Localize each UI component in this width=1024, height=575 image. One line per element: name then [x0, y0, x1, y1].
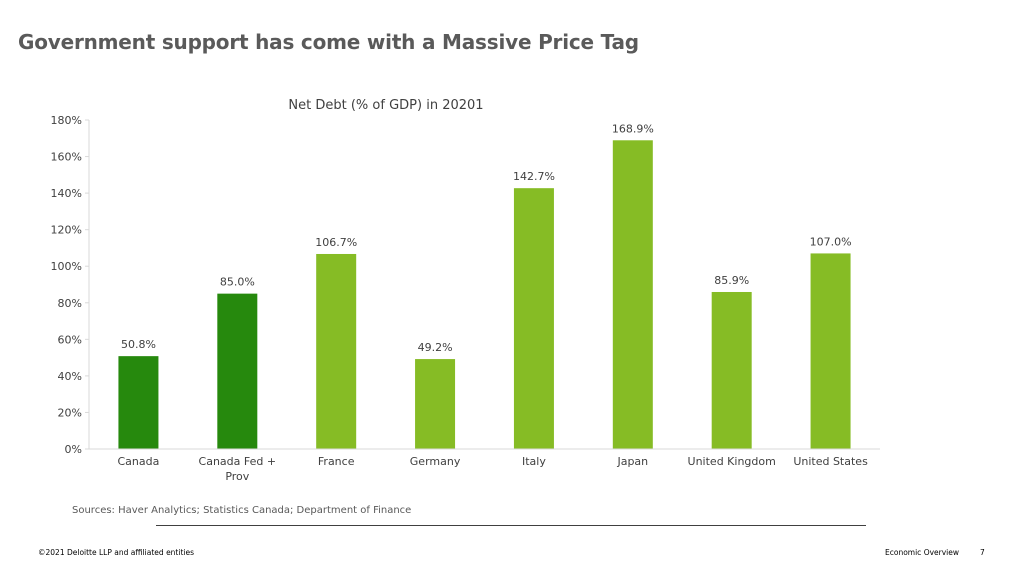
bar-united-kingdom [711, 291, 752, 449]
x-tick-label: Canada Fed + Prov [199, 455, 277, 483]
y-tick-label: 140% [51, 187, 82, 200]
x-tick-label: France [318, 455, 355, 468]
y-axis: 0% 20% 40% 60% 80% 100% 120% 140% 160% 180% [51, 114, 90, 456]
x-tick-label: Canada [118, 455, 160, 468]
data-label: 50.8% [121, 338, 156, 351]
y-tick-label: 160% [51, 151, 82, 164]
y-tick-label: 80% [58, 297, 82, 310]
bar-united-states [810, 253, 851, 449]
y-tick-label: 20% [58, 406, 82, 419]
chart-title: Net Debt (% of GDP) in 20201 [288, 98, 483, 113]
data-label: 49.2% [418, 341, 453, 354]
page-number: 7 [980, 548, 985, 557]
sources-note: Sources: Haver Analytics; Statistics Can… [72, 505, 412, 516]
data-label: 168.9% [612, 122, 654, 135]
y-tick-label: 120% [51, 224, 82, 237]
bar-france [316, 253, 357, 449]
x-tick-label: Japan [616, 455, 648, 468]
y-tick-label: 100% [51, 260, 82, 273]
data-label: 142.7% [513, 170, 555, 183]
footer-divider [156, 525, 866, 526]
bar-canada-fed-prov [217, 293, 258, 449]
bar-italy [513, 188, 554, 449]
x-tick-label: Italy [522, 455, 546, 468]
section-label: Economic Overview [885, 548, 960, 557]
x-tick-label: United States [793, 455, 868, 468]
net-debt-bar-chart: Net Debt (% of GDP) in 20201 0% 20% 40% 60%… [51, 98, 880, 483]
x-tick-label: United Kingdom [688, 455, 776, 468]
data-label: 107.0% [810, 235, 852, 248]
bars: 50.8% 85.0% 106.7% 49.2% 142.7% 168.9% 85.9% 10… [118, 122, 852, 449]
x-axis: Canada Canada Fed + Prov France Germany Italy… [89, 448, 880, 483]
bar-japan [612, 140, 653, 449]
data-label: 85.0% [220, 276, 255, 289]
y-tick-label: 0% [65, 443, 82, 456]
x-tick-label: Germany [410, 455, 461, 468]
y-tick-label: 40% [58, 370, 82, 383]
bar-canada [118, 356, 159, 449]
y-tick-label: 60% [58, 333, 82, 346]
data-label: 85.9% [714, 274, 749, 287]
y-tick-label: 180% [51, 114, 82, 127]
data-label: 106.7% [315, 236, 357, 249]
slide-title: Government support has come with a Massi… [18, 30, 639, 54]
bar-germany [415, 359, 456, 449]
copyright-text: ©2021 Deloitte LLP and affiliated entiti… [38, 548, 195, 557]
